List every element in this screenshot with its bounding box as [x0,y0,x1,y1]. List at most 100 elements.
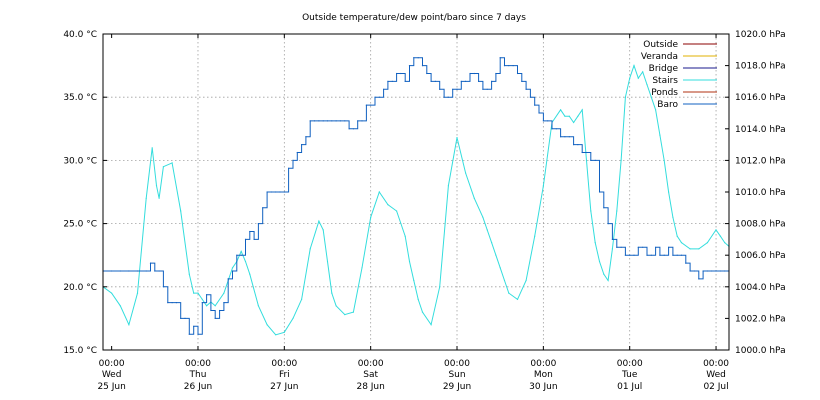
data-point-stairs [404,235,406,237]
x-tick-day: Sun [448,370,465,380]
data-point-stairs [629,77,631,79]
data-point-baro [486,88,488,90]
data-point-baro [685,262,687,264]
data-point-baro [607,223,609,225]
data-point-baro [214,317,216,319]
data-point-baro [443,96,445,98]
data-point-stairs [193,292,195,294]
data-point-stairs [473,197,475,199]
data-point-baro [162,286,164,288]
data-point-baro [408,65,411,67]
data-point-baro [434,80,436,82]
data-point-baro [655,246,657,248]
data-point-stairs [676,235,678,237]
data-point-stairs [624,96,627,98]
data-point-baro [698,278,700,280]
data-point-baro [473,72,475,75]
data-point-baro [676,254,678,256]
series-line-baro [103,57,729,335]
ticks-layer: 15.0 °C 20.0 °C 25.0 °C 30.0 °C 35.0 °C 40.0 … [63,30,785,392]
data-point-baro [693,270,696,272]
data-point-baro [262,207,264,209]
y-right-tick-label: 1020.0 hPa [735,30,786,40]
data-point-stairs [370,216,372,218]
data-point-stairs [240,250,242,252]
data-point-stairs [508,292,510,294]
data-point-stairs [447,185,449,187]
data-point-baro [149,262,152,264]
legend-label-veranda: Veranda [641,52,678,62]
data-point-baro [296,151,298,154]
data-point-stairs [616,210,618,212]
data-point-baro [193,325,195,327]
x-tick-day: Wed [102,370,122,380]
data-point-baro [508,65,510,67]
data-point-stairs [430,324,432,326]
data-point-baro [478,80,480,82]
data-point-stairs [171,162,173,164]
x-tick-time: 00:00 [617,359,643,369]
data-point-baro [503,65,506,67]
data-point-stairs [525,279,527,282]
data-point-baro [564,136,566,138]
data-point-baro [400,72,402,75]
data-point-baro [482,88,484,90]
data-point-baro [266,191,268,193]
data-point-stairs [672,216,674,218]
x-tick-day: Wed [706,370,726,380]
legend: Outside Veranda Bridge Stairs Ponds Baro [641,40,717,110]
x-tick-time: 00:00 [271,359,297,369]
data-point-stairs [516,298,519,300]
data-point-baro [534,104,536,106]
data-point-baro [378,96,380,98]
data-point-stairs [594,242,596,244]
data-point-stairs [396,210,398,212]
y-left-tick-label: 40.0 °C [63,30,97,40]
data-point-stairs [663,159,665,161]
data-point-baro [668,246,670,248]
data-point-stairs [309,248,311,250]
data-point-baro [663,254,665,256]
x-tick-date: 28 Jun [356,382,384,392]
data-point-stairs [421,311,424,313]
data-point-stairs [482,216,484,218]
data-point-stairs [408,260,411,263]
data-point-baro [689,270,691,272]
data-point-baro [629,254,631,256]
data-point-baro [499,57,501,59]
data-point-baro [452,88,454,90]
data-point-baro [426,72,428,75]
data-point-baro [279,191,281,193]
data-point-baro [404,80,406,82]
data-point-baro [206,294,208,296]
y-right-tick-label: 1010.0 hPa [735,188,786,198]
data-point-stairs [598,260,601,263]
data-point-stairs [689,248,691,250]
data-point-stairs [378,191,380,193]
data-point-baro [516,72,519,75]
legend-label-baro: Baro [657,100,678,110]
data-point-stairs [590,210,592,212]
data-point-stairs [188,273,190,275]
data-point-stairs [344,314,346,316]
data-point-baro [305,136,307,138]
data-point-stairs [659,134,661,136]
data-point-baro [594,159,596,161]
data-point-baro [616,246,618,248]
data-point-stairs [715,229,717,231]
data-point-baro [219,309,221,312]
data-point-baro [227,278,229,280]
data-point-baro [236,254,238,256]
data-point-baro [309,120,311,122]
data-point-stairs [151,147,153,149]
data-point-baro [352,128,354,130]
data-point-baro [292,159,294,161]
data-point-baro [460,80,462,82]
y-right-tick-label: 1016.0 hPa [735,93,786,103]
data-point-stairs [128,324,130,326]
data-point-baro [581,151,583,154]
data-point-stairs [417,298,419,300]
data-point-stairs [249,273,251,275]
data-point-stairs [244,260,247,263]
